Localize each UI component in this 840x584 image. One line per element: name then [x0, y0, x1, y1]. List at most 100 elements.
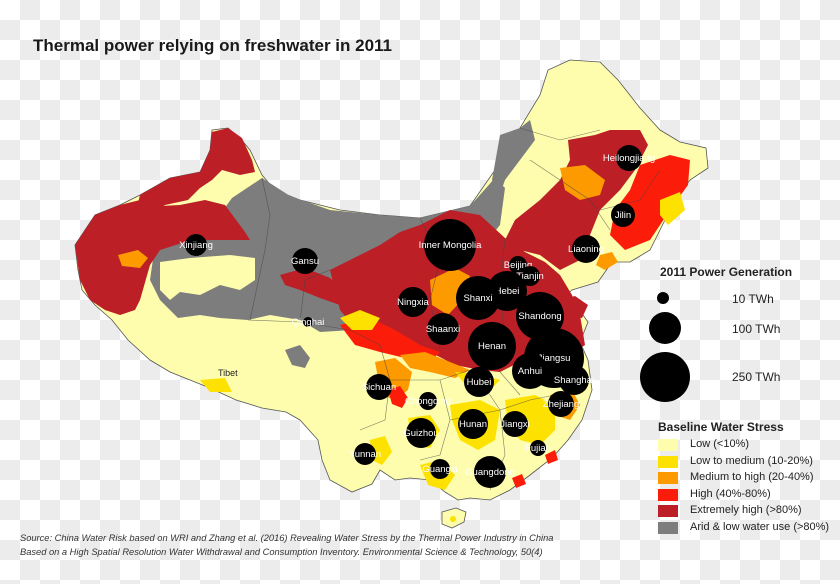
- province-marker-hunan: Hunan: [458, 409, 488, 439]
- stress-legend-item: Medium to high (20-40%): [655, 471, 840, 488]
- stress-legend-label: Arid & low water use (>80%): [690, 520, 830, 533]
- extreme-hexi-corridor: [280, 268, 345, 305]
- medium-high-loess: [430, 268, 470, 315]
- low-medium-northeast: [660, 192, 685, 225]
- province-label: Anhui: [517, 365, 543, 377]
- province-label: Fujian: [525, 442, 551, 454]
- arid-region-southeast-qinghai: [285, 345, 310, 368]
- high-northeast-east: [610, 155, 690, 250]
- province-label: Guangdong: [465, 466, 515, 478]
- power-legend-label: 250 TWh: [732, 370, 781, 384]
- water-stress-legend: Baseline Water Stress Low (<10%) Low to …: [655, 420, 840, 537]
- province-label: Shaanxi: [425, 323, 461, 335]
- province-label: Qinghai: [291, 316, 325, 328]
- stress-legend-label: Medium to high (20-40%): [690, 471, 814, 483]
- high-fujian-coast: [545, 450, 558, 464]
- source-citation: Source: China Water Risk based on WRI an…: [20, 531, 553, 559]
- stress-legend-label: High (40%-80%): [690, 487, 771, 500]
- province-marker-xinjiang: Xinjiang: [179, 234, 213, 256]
- power-legend-label: 10 TWh: [732, 292, 774, 306]
- extreme-xinjiang-west: [75, 200, 250, 315]
- province-label-tibet: Tibet: [218, 368, 238, 378]
- province-label: Hubei: [466, 376, 492, 388]
- province-label: Liaoning: [568, 243, 604, 255]
- hainan-patch: [450, 516, 456, 522]
- province-label: Shanghai: [553, 374, 595, 386]
- province-marker-chongqing: Chongqing: [405, 392, 451, 410]
- province-marker-yunnan: Yunnan: [349, 443, 381, 465]
- province-label: Heilongjiang: [602, 152, 656, 164]
- province-marker-ningxia: Ningxia: [397, 287, 429, 317]
- province-label: Tianjin: [516, 270, 544, 282]
- power-legend-item-100: 100 TWh: [649, 312, 832, 348]
- province-label: Beijing: [503, 259, 533, 271]
- circle-medium-icon: [649, 312, 681, 344]
- extreme-xinjiang-north: [135, 128, 255, 215]
- province-marker-fujian: Fujian: [525, 440, 551, 456]
- province-label: Jiangxi: [500, 418, 530, 430]
- source-line-2: Based on a High Spatial Resolution Water…: [20, 547, 543, 557]
- medium-high-kashgar: [118, 250, 148, 268]
- province-label: Guangxi: [422, 463, 458, 475]
- province-label: Shanxi: [463, 292, 493, 304]
- province-label: Jilin: [614, 209, 632, 221]
- arid-region-east-inner-mongolia: [492, 120, 535, 200]
- province-marker-guangdong: Guangdong: [465, 456, 515, 488]
- province-marker-gansu: Gansu: [291, 248, 319, 274]
- province-label: Henan: [478, 340, 506, 352]
- source-line-1: Source: China Water Risk based on WRI an…: [20, 533, 554, 543]
- province-label: Shandong: [518, 310, 562, 322]
- province-label: Inner Mongolia: [418, 239, 482, 251]
- medium-high-liaodong: [596, 252, 618, 270]
- province-marker-sichuan: Sichuan: [362, 374, 396, 400]
- province-label: Zhejiang: [542, 398, 580, 410]
- province-label: Yunnan: [348, 448, 382, 460]
- extreme-northeast: [505, 130, 648, 270]
- province-label: Sichuan: [361, 381, 397, 393]
- power-legend-label: 100 TWh: [732, 322, 781, 336]
- stress-legend-label: Low to medium (10-20%): [690, 454, 813, 467]
- stress-legend-item: High (40%-80%): [655, 488, 840, 505]
- province-marker-qinghai: Qinghai: [292, 317, 325, 328]
- high-sichuan: [388, 386, 408, 408]
- swatch-extremely-high-icon: [658, 505, 678, 517]
- province-marker-liaoning: Liaoning: [568, 235, 604, 263]
- province-label: Gansu: [291, 255, 319, 267]
- power-generation-legend: 2011 Power Generation 10 TWh 100 TWh 250…: [640, 265, 832, 405]
- stress-legend-label: Extremely high (>80%): [690, 504, 802, 516]
- swatch-high-icon: [658, 488, 678, 501]
- low-patch-dzungaria: [200, 182, 232, 194]
- stress-legend-item: Low (<10%): [655, 438, 840, 455]
- province-marker-guizhou: Guizhou: [403, 418, 439, 448]
- stress-legend-item: Arid & low water use (>80%): [655, 521, 840, 538]
- low-patch-tarim: [160, 255, 255, 300]
- circle-small-icon: [657, 292, 669, 304]
- medium-high-central: [400, 352, 470, 378]
- stress-legend-item: Extremely high (>80%): [655, 504, 840, 521]
- province-marker-guangxi: Guangxi: [422, 459, 458, 479]
- stress-legend-title: Baseline Water Stress: [658, 420, 784, 434]
- circle-large-icon: [640, 352, 690, 402]
- power-legend-item-10: 10 TWh: [652, 287, 832, 307]
- low-medium-yunnan: [370, 436, 392, 465]
- map-title: Thermal power relying on freshwater in 2…: [33, 36, 393, 55]
- province-label: Hebei: [494, 285, 520, 297]
- province-marker-anhui: Anhui: [512, 353, 548, 389]
- province-marker-shanxi: Shanxi: [456, 276, 500, 320]
- province-label: Hunan: [459, 418, 487, 430]
- province-marker-heilongjiang: Heilongjiang: [603, 145, 655, 171]
- stress-legend-label: Low (<10%): [690, 438, 750, 450]
- province-marker-jiangxi: Jiangxi: [500, 411, 530, 437]
- province-marker-tianjin: Tianjin: [516, 266, 544, 286]
- swatch-medium-high-icon: [658, 472, 678, 484]
- province-marker-shaanxi: Shaanxi: [425, 313, 461, 345]
- high-guangdong-coast: [512, 474, 526, 488]
- province-marker-inner-mongolia: Inner Mongolia: [419, 219, 481, 271]
- stress-legend-item: Low to medium (10-20%): [655, 455, 840, 472]
- extreme-shandong-peninsula: [560, 296, 588, 318]
- province-marker-shanghai: Shanghai: [554, 365, 594, 395]
- swatch-low-icon: [658, 439, 678, 451]
- arid-region-northwest: [150, 178, 505, 332]
- power-legend-item-250: 250 TWh: [640, 352, 832, 404]
